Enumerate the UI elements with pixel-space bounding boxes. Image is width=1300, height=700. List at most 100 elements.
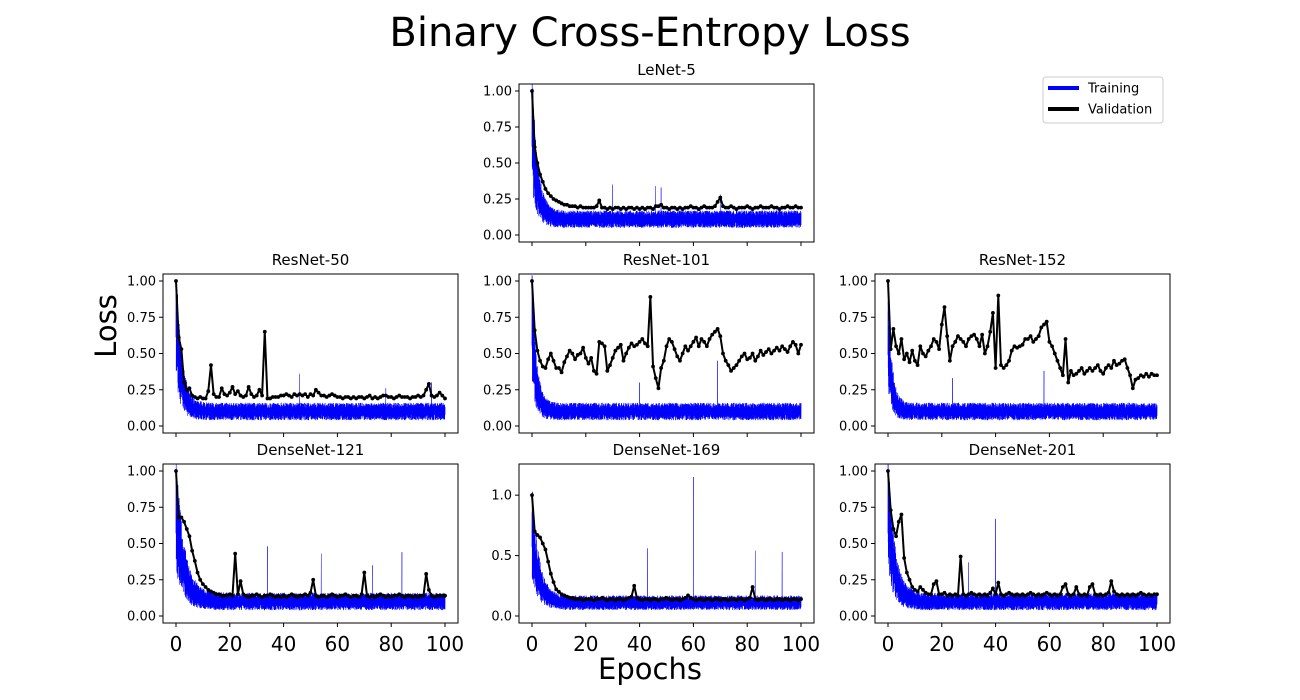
validation-series (887, 470, 1157, 597)
validation-point (651, 207, 655, 211)
validation-point (750, 585, 755, 589)
validation-point (750, 351, 755, 356)
validation-point (923, 354, 928, 359)
validation-point (265, 396, 270, 401)
validation-point (694, 335, 698, 340)
validation-point (1066, 380, 1071, 385)
validation-point (201, 582, 205, 586)
validation-point (704, 205, 709, 210)
validation-point (661, 358, 666, 363)
x-tick-label: 100 (782, 632, 820, 656)
validation-point (715, 326, 720, 331)
validation-point (1042, 322, 1046, 327)
validation-point (626, 205, 631, 210)
validation-point (777, 348, 782, 353)
validation-point (974, 337, 979, 341)
y-tick-label: 0.50 (839, 537, 868, 552)
validation-point (672, 347, 677, 352)
y-tick-label: 1.00 (839, 465, 868, 480)
validation-point (766, 597, 771, 601)
validation-point (635, 342, 639, 347)
validation-point (201, 396, 205, 401)
figure-title: Binary Cross-Entropy Loss (389, 10, 910, 56)
validation-point (729, 369, 733, 373)
validation-point (597, 198, 602, 203)
y-tick-label: 0.00 (127, 610, 156, 625)
validation-point (637, 340, 642, 344)
validation-point (707, 337, 712, 341)
y-tick-label: 0.25 (839, 383, 868, 398)
subplot-densenet-121: DenseNet-121 0.00 0.25 0.50 0.75 1.00 0 20 40 60 8… (127, 441, 464, 656)
validation-point (203, 585, 208, 589)
validation-point (583, 205, 588, 210)
y-tick-label: 0.50 (127, 537, 156, 552)
validation-point (176, 335, 181, 340)
validation-point (626, 345, 631, 350)
x-tick-label: 40 (627, 632, 652, 656)
validation-point (937, 347, 942, 352)
validation-point (421, 393, 426, 398)
validation-point (937, 592, 942, 597)
subplot-resnet-152: ResNet-152 0.00 0.25 0.50 0.75 1.00 (839, 251, 1171, 437)
validation-point (1025, 337, 1030, 341)
validation-point (616, 597, 620, 601)
validation-point (443, 593, 447, 598)
validation-point (1093, 366, 1098, 370)
validation-point (1020, 342, 1025, 347)
validation-point (947, 358, 952, 363)
validation-point (573, 357, 577, 362)
validation-point (891, 527, 896, 531)
validation-point (214, 592, 219, 597)
validation-point (219, 386, 224, 391)
validation-point (591, 369, 596, 373)
validation-point (1074, 585, 1079, 589)
validation-point (988, 329, 993, 334)
validation-point (686, 348, 690, 353)
validation-point (621, 358, 626, 363)
validation-point (1122, 357, 1127, 362)
validation-point (570, 204, 575, 209)
validation-point (699, 337, 704, 341)
validation-point (567, 204, 572, 209)
validation-point (426, 588, 431, 592)
validation-point (559, 370, 564, 375)
validation-point (888, 347, 893, 352)
validation-point (683, 205, 688, 210)
validation-point (214, 395, 219, 399)
validation-point (691, 205, 696, 210)
subplot-densenet-201: DenseNet-201 0.00 0.25 0.50 0.75 1.00 0 20 40 60 8… (839, 441, 1176, 656)
training-series (887, 300, 1158, 421)
validation-point (721, 351, 725, 356)
validation-point (640, 337, 645, 341)
validation-point (718, 195, 723, 200)
subplot-title: DenseNet-201 (969, 441, 1077, 459)
subplot-resnet-50: ResNet-50 0.00 0.25 0.50 0.75 1.00 (127, 251, 459, 437)
validation-point (799, 205, 803, 210)
validation-point (249, 392, 254, 396)
validation-point (667, 337, 672, 341)
validation-point (209, 363, 213, 367)
validation-point (424, 387, 429, 392)
validation-point (174, 279, 178, 283)
validation-point (1060, 373, 1065, 378)
validation-point (929, 344, 933, 349)
validation-point (753, 205, 758, 210)
validation-point (669, 205, 674, 210)
validation-point (1063, 582, 1068, 586)
y-tick-label: 0.75 (483, 121, 512, 136)
validation-point (195, 570, 200, 575)
validation-point (589, 355, 594, 360)
validation-point (721, 597, 725, 601)
validation-point (187, 534, 192, 539)
validation-point (710, 332, 715, 337)
validation-point (1079, 366, 1084, 370)
validation-point (926, 348, 931, 353)
validation-point (311, 577, 316, 582)
validation-point (991, 586, 995, 591)
validation-point (570, 351, 575, 356)
validation-point (1001, 366, 1006, 370)
validation-point (691, 340, 696, 344)
validation-point (953, 340, 958, 344)
validation-point (551, 580, 556, 585)
validation-point (1087, 585, 1092, 589)
